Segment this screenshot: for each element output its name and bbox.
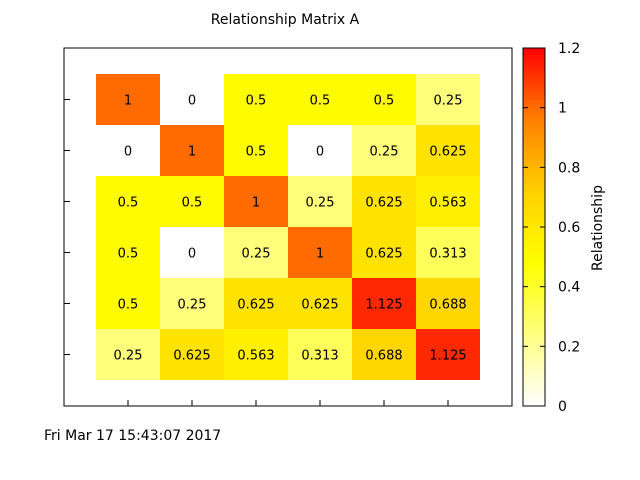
colorbar-ticks: 0 0.2 0.4 0.6 0.8 1 1.2 bbox=[523, 41, 580, 415]
cell-value-label: 0.625 bbox=[429, 145, 466, 160]
heatmap-cell bbox=[160, 74, 224, 125]
heatmap-cell bbox=[96, 176, 160, 227]
cell-value-label: 1 bbox=[252, 196, 260, 211]
colorbar-tick-label: 0.6 bbox=[558, 220, 580, 236]
heatmap-cell bbox=[288, 278, 352, 329]
axis-ticks bbox=[64, 99, 449, 406]
heatmap-cell bbox=[352, 125, 416, 176]
cell-value-label: 0.5 bbox=[118, 247, 139, 262]
heatmap-cell bbox=[288, 176, 352, 227]
cell-value-label: 0.625 bbox=[237, 298, 274, 313]
heatmap-cell bbox=[416, 125, 480, 176]
cell-value-label: 0.313 bbox=[429, 247, 466, 262]
cell-value-label: 0.25 bbox=[370, 145, 399, 160]
chart-title: Relationship Matrix A bbox=[211, 12, 360, 28]
heatmap-cell bbox=[288, 227, 352, 278]
heatmap-cell bbox=[224, 227, 288, 278]
cell-value-label: 1.125 bbox=[365, 298, 402, 313]
heatmap-cell bbox=[416, 176, 480, 227]
heatmap-cell bbox=[160, 278, 224, 329]
heatmap-cell bbox=[160, 329, 224, 380]
heatmap-cell bbox=[224, 176, 288, 227]
cell-value-label: 1.125 bbox=[429, 349, 466, 364]
heatmap-cell bbox=[96, 227, 160, 278]
cell-value-label: 0.563 bbox=[429, 196, 466, 211]
heatmap-cell bbox=[224, 329, 288, 380]
cell-value-label: 1 bbox=[124, 94, 132, 109]
cell-value-label: 0 bbox=[188, 247, 196, 262]
heatmap-cell bbox=[352, 74, 416, 125]
plot-frame bbox=[63, 47, 513, 407]
heatmap-cell bbox=[96, 74, 160, 125]
heatmap-cell bbox=[224, 278, 288, 329]
heatmap-cell bbox=[96, 125, 160, 176]
cell-value-label: 0.625 bbox=[365, 196, 402, 211]
cell-value-label: 0 bbox=[188, 94, 196, 109]
cell-value-label: 0.25 bbox=[306, 196, 335, 211]
cell-value-label: 0.25 bbox=[178, 298, 207, 313]
timestamp: Fri Mar 17 15:43:07 2017 bbox=[44, 428, 221, 444]
cell-value-label: 0 bbox=[316, 145, 324, 160]
cell-value-label: 0.625 bbox=[173, 349, 210, 364]
heatmap-cell bbox=[96, 329, 160, 380]
heatmap-cell bbox=[288, 125, 352, 176]
colorbar-tick-label: 0 bbox=[558, 399, 567, 415]
heatmap-cell bbox=[416, 278, 480, 329]
cell-value-label: 0.25 bbox=[114, 349, 143, 364]
cell-value-label: 0.5 bbox=[182, 196, 203, 211]
heatmap-cell bbox=[352, 227, 416, 278]
cell-value-label: 0.5 bbox=[310, 94, 331, 109]
colorbar-tick-label: 0.2 bbox=[558, 339, 580, 355]
heatmap-cell bbox=[288, 329, 352, 380]
heatmap-cell bbox=[96, 278, 160, 329]
cell-value-label: 0.688 bbox=[429, 298, 466, 313]
heatmap-cell bbox=[224, 125, 288, 176]
colorbar-tick-label: 0.4 bbox=[558, 280, 580, 296]
heatmap-cell bbox=[288, 74, 352, 125]
cell-value-label: 0.5 bbox=[246, 145, 267, 160]
cell-value-label: 0.5 bbox=[246, 94, 267, 109]
heatmap-cells: 1 0 0.5 0.5 0.5 0.25 0 1 0.5 0 0.25 0.625 0.5 0.5 1 0.2… bbox=[96, 74, 480, 380]
colorbar-tick-label: 1 bbox=[558, 101, 567, 117]
cell-value-label: 0.688 bbox=[365, 349, 402, 364]
cell-value-label: 0.5 bbox=[118, 196, 139, 211]
cell-value-label: 0.563 bbox=[237, 349, 274, 364]
heatmap-cell bbox=[160, 227, 224, 278]
cell-value-label: 0.25 bbox=[434, 94, 463, 109]
heatmap-cell bbox=[160, 125, 224, 176]
cell-value-label: 0.5 bbox=[118, 298, 139, 313]
heatmap-cell bbox=[352, 278, 416, 329]
colorbar-label: Relationship bbox=[590, 185, 606, 271]
heatmap-cell bbox=[224, 74, 288, 125]
cell-value-label: 1 bbox=[188, 145, 196, 160]
cell-value-label: 0.5 bbox=[374, 94, 395, 109]
colorbar-tick-label: 0.8 bbox=[558, 160, 580, 176]
cell-value-label: 0 bbox=[124, 145, 132, 160]
cell-value-label: 1 bbox=[316, 247, 324, 262]
heatmap-cell bbox=[416, 227, 480, 278]
cell-value-label: 0.313 bbox=[301, 349, 338, 364]
heatmap-cell bbox=[352, 176, 416, 227]
heatmap-cell bbox=[352, 329, 416, 380]
colorbar-tick-label: 1.2 bbox=[558, 41, 580, 57]
heatmap-cell bbox=[416, 74, 480, 125]
cell-value-label: 0.25 bbox=[242, 247, 271, 262]
heatmap-cell bbox=[416, 329, 480, 380]
heatmap-cell bbox=[160, 176, 224, 227]
cell-value-label: 0.625 bbox=[301, 298, 338, 313]
cell-value-label: 0.625 bbox=[365, 247, 402, 262]
